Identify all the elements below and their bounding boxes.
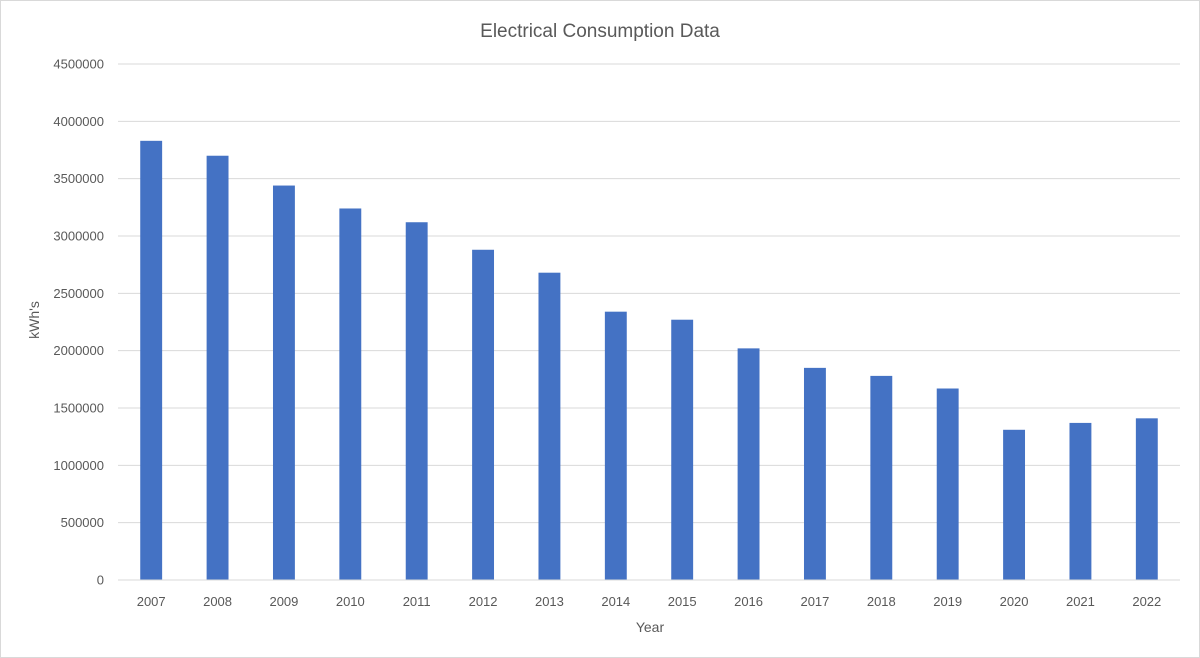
x-tick-label: 2009 <box>269 594 298 609</box>
x-tick-label: 2015 <box>668 594 697 609</box>
y-tick-label: 3500000 <box>53 171 104 186</box>
bar-2017 <box>803 367 826 580</box>
x-tick-label: 2019 <box>933 594 962 609</box>
x-tick-label: 2010 <box>336 594 365 609</box>
bar-2018 <box>870 375 893 580</box>
y-tick-label: 4000000 <box>53 114 104 129</box>
bar-2011 <box>405 222 428 581</box>
y-tick-label: 500000 <box>61 515 104 530</box>
bar-2008 <box>206 155 229 580</box>
x-axis-label: Year <box>636 619 665 635</box>
gridlines <box>118 63 1180 524</box>
x-tick-label: 2012 <box>469 594 498 609</box>
bar-2020 <box>1003 429 1026 580</box>
chart-title: Electrical Consumption Data <box>480 21 720 42</box>
bar-2019 <box>936 388 959 580</box>
bar-2016 <box>737 348 760 580</box>
bar-2012 <box>472 249 495 580</box>
bar-2015 <box>671 319 694 580</box>
y-tick-label: 4500000 <box>53 57 104 72</box>
bars <box>140 140 1158 581</box>
bar-2009 <box>272 185 295 580</box>
x-tick-label: 2013 <box>535 594 564 609</box>
bar-2014 <box>604 311 627 580</box>
y-tick-label: 1500000 <box>53 401 104 416</box>
bar-2022 <box>1135 418 1158 580</box>
bar-2007 <box>140 140 163 580</box>
y-tick-label: 3000000 <box>53 229 104 244</box>
y-tick-label: 0 <box>97 573 104 588</box>
x-tick-label: 2016 <box>734 594 763 609</box>
x-tick-label: 2017 <box>800 594 829 609</box>
x-tick-label: 2014 <box>601 594 630 609</box>
y-tick-label: 1000000 <box>53 458 104 473</box>
bar-2021 <box>1069 422 1092 580</box>
x-tick-label: 2018 <box>867 594 896 609</box>
x-tick-label: 2011 <box>403 594 431 609</box>
y-tick-label: 2000000 <box>53 343 104 358</box>
x-tick-label: 2008 <box>203 594 232 609</box>
y-axis-label: kWh's <box>26 301 42 339</box>
bar-2010 <box>339 208 362 581</box>
x-axis-ticks: 2007 2008 2009 2010 2011 2012 2013 2014 2015 2016… <box>137 594 1162 609</box>
x-tick-label: 2022 <box>1132 594 1161 609</box>
x-tick-label: 2020 <box>1000 594 1029 609</box>
y-axis-ticks: 0 500000 1000000 1500000 2000000 2500000 30000… <box>53 57 104 588</box>
bar-2013 <box>538 272 561 580</box>
x-tick-label: 2021 <box>1066 594 1095 609</box>
x-tick-label: 2007 <box>137 594 166 609</box>
y-tick-label: 2500000 <box>53 286 104 301</box>
